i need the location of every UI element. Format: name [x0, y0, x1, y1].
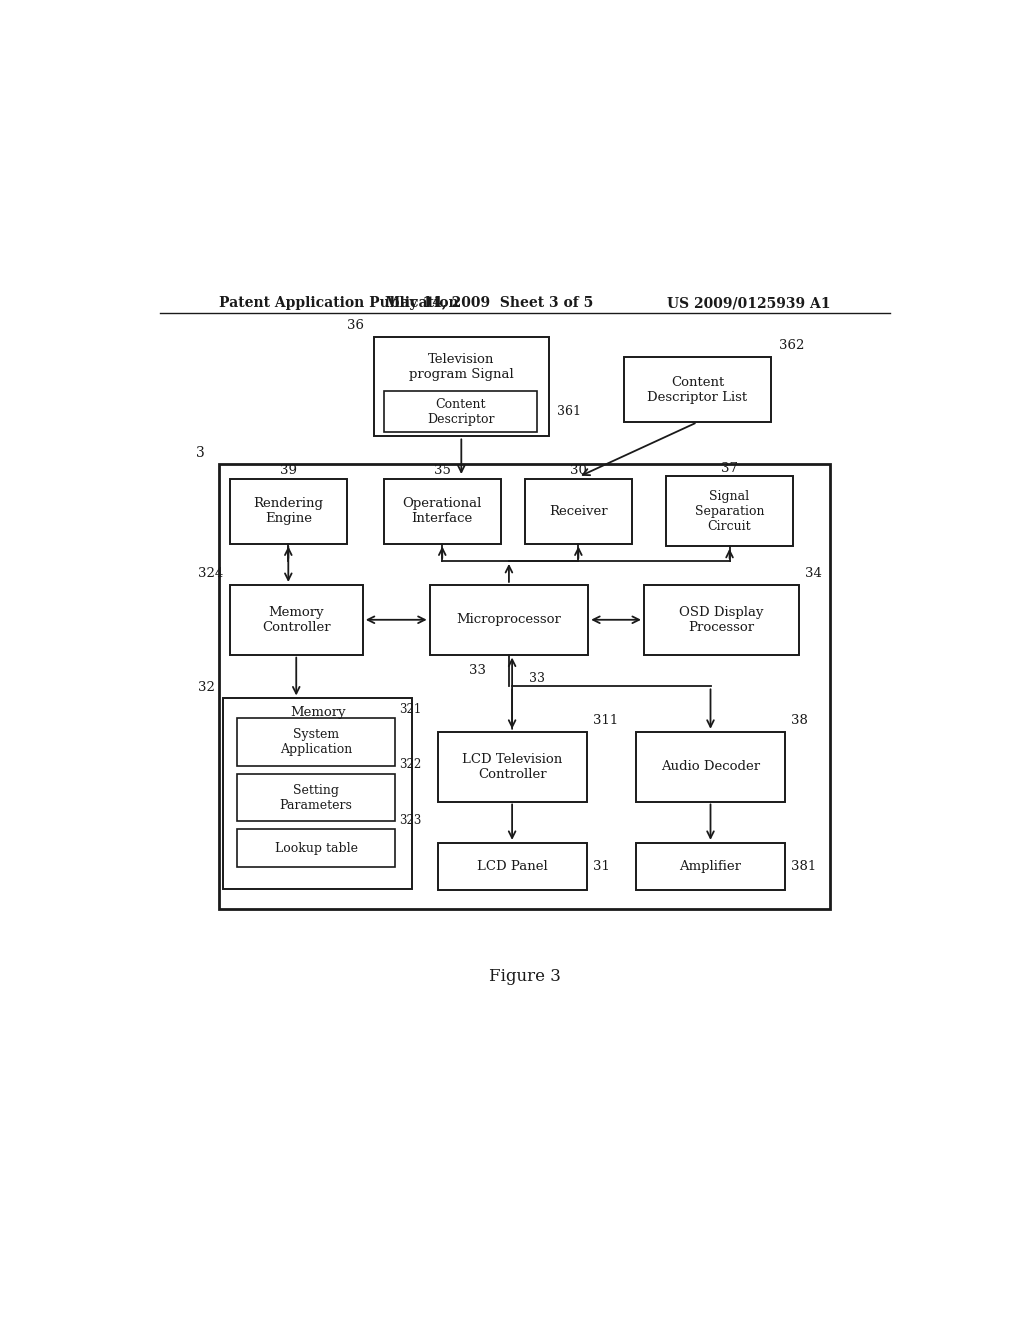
Bar — [437, 842, 587, 891]
Text: Operational
Interface: Operational Interface — [402, 498, 482, 525]
Text: 36: 36 — [347, 319, 365, 333]
Text: 381: 381 — [792, 861, 817, 873]
Text: 31: 31 — [593, 861, 610, 873]
Text: Memory: Memory — [290, 706, 345, 719]
Text: May 14, 2009  Sheet 3 of 5: May 14, 2009 Sheet 3 of 5 — [385, 296, 593, 310]
Text: 361: 361 — [557, 405, 581, 418]
Text: 33: 33 — [469, 664, 486, 677]
Text: Audio Decoder: Audio Decoder — [660, 760, 760, 774]
Text: OSD Display
Processor: OSD Display Processor — [679, 606, 764, 634]
Bar — [229, 479, 347, 544]
Text: Memory
Controller: Memory Controller — [262, 606, 331, 634]
Text: Content
Descriptor List: Content Descriptor List — [647, 376, 748, 404]
Bar — [374, 337, 549, 437]
Bar — [430, 585, 589, 655]
Text: 32: 32 — [199, 681, 215, 693]
Bar — [644, 585, 799, 655]
Text: 362: 362 — [779, 339, 804, 352]
Text: LCD Television
Controller: LCD Television Controller — [462, 752, 562, 780]
Text: 3: 3 — [197, 446, 205, 461]
Bar — [666, 477, 793, 546]
Text: Rendering
Engine: Rendering Engine — [253, 498, 324, 525]
Text: Lookup table: Lookup table — [274, 842, 357, 855]
Text: 39: 39 — [280, 465, 297, 477]
Text: US 2009/0125939 A1: US 2009/0125939 A1 — [667, 296, 830, 310]
Text: 35: 35 — [434, 465, 451, 477]
Bar — [384, 391, 538, 433]
Bar — [524, 479, 632, 544]
Text: 321: 321 — [399, 702, 422, 715]
Text: 324: 324 — [198, 568, 223, 579]
Text: 30: 30 — [570, 465, 587, 477]
Bar — [223, 698, 412, 888]
Text: Amplifier: Amplifier — [680, 861, 741, 873]
Text: 38: 38 — [792, 714, 808, 727]
Text: System
Application: System Application — [280, 729, 352, 756]
Text: 323: 323 — [399, 814, 422, 826]
Bar — [384, 479, 501, 544]
Text: 37: 37 — [721, 462, 738, 475]
Bar — [237, 718, 395, 766]
Bar — [219, 465, 830, 908]
Text: Signal
Separation
Circuit: Signal Separation Circuit — [695, 490, 764, 532]
Bar — [636, 842, 785, 891]
Text: Patent Application Publication: Patent Application Publication — [219, 296, 459, 310]
Text: 34: 34 — [805, 568, 822, 579]
Bar — [636, 731, 785, 801]
Text: Television
program Signal: Television program Signal — [409, 354, 514, 381]
Bar — [437, 731, 587, 801]
Text: 311: 311 — [593, 714, 618, 727]
Text: Setting
Parameters: Setting Parameters — [280, 784, 352, 812]
Bar — [237, 829, 395, 867]
Text: 322: 322 — [399, 759, 422, 771]
Text: Receiver: Receiver — [549, 504, 607, 517]
Bar — [229, 585, 362, 655]
Text: Content
Descriptor: Content Descriptor — [427, 397, 495, 426]
Text: 33: 33 — [528, 672, 545, 685]
Text: LCD Panel: LCD Panel — [477, 861, 548, 873]
Text: Microprocessor: Microprocessor — [457, 614, 561, 626]
Bar — [237, 774, 395, 821]
Bar — [624, 358, 771, 422]
Text: Figure 3: Figure 3 — [488, 968, 561, 985]
